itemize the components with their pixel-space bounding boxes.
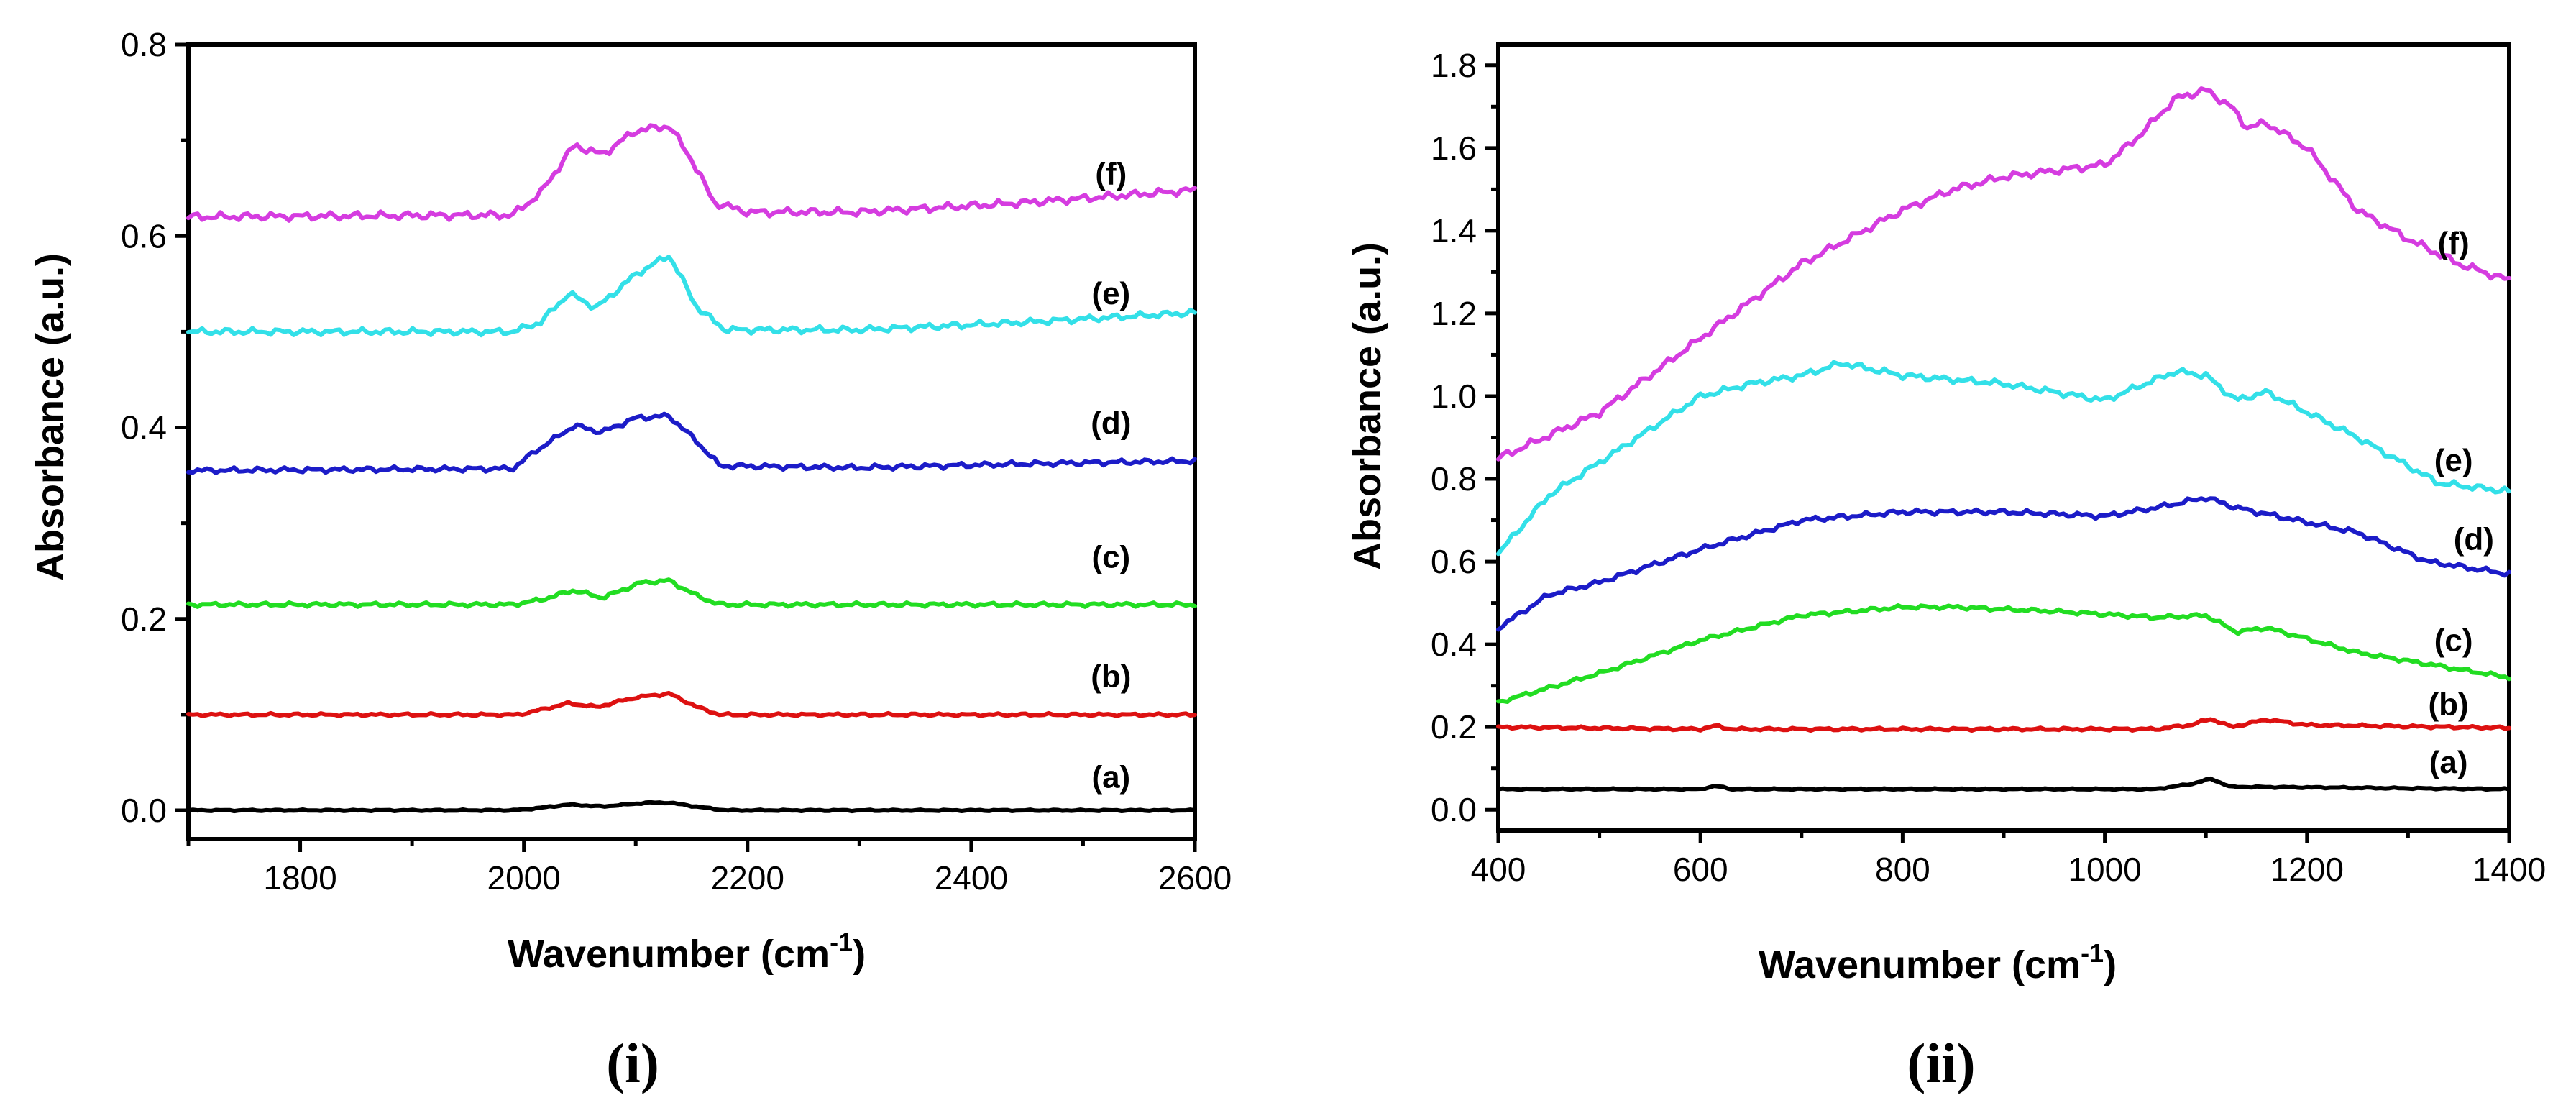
panel-ii-series-d-label: (d) [2454, 521, 2494, 557]
panel-i: 1800 2000 2200 2400 2600 0.0 0.2 0.4 0.6 0.8 (a) (b… [29, 26, 1232, 1094]
panel-i-series-a-label: (a) [1091, 759, 1130, 795]
panel-ii-y-tick-label: 0.4 [1431, 626, 1477, 663]
panel-ii-y-axis-title: Absorbance (a.u.) [1346, 242, 1389, 570]
panel-ii-y-tick-label: 1.0 [1431, 377, 1477, 415]
panel-ii-x-tick-label: 1200 [2270, 851, 2344, 888]
panel-ii-x-axis-title: Wavenumber (cm-1) [1759, 938, 2117, 986]
panel-ii-y-tick-label: 1.8 [1431, 47, 1477, 84]
panel-i-series-a-line [186, 800, 1197, 814]
panel-ii-series-e-line [1496, 360, 2511, 557]
panel-ii-caption: (ii) [1907, 1032, 1975, 1094]
panel-i-series-f-label: (f) [1095, 157, 1127, 192]
panel-ii-x-tick-label: 1000 [2068, 851, 2141, 888]
panel-i-series-b-label: (b) [1091, 659, 1131, 695]
panel-i-x-tick-label: 2000 [487, 859, 560, 897]
panel-ii-x-tick-label: 600 [1673, 851, 1728, 888]
panel-ii-x-tick-label: 1400 [2472, 851, 2546, 888]
panel-i-axes-frame [186, 42, 1197, 841]
panel-i-series-e-label: (e) [1091, 276, 1130, 311]
panel-i-y-tick-label: 0.0 [121, 792, 167, 829]
panel-i-x-axis-title: Wavenumber (cm-1) [508, 928, 866, 976]
panel-ii-y-tick-label: 1.2 [1431, 295, 1477, 332]
panel-ii-series-a-line [1496, 776, 2511, 792]
panel-i-x-tick-label: 2400 [935, 859, 1008, 897]
panel-i-series-d-label: (d) [1091, 406, 1131, 441]
panel-ii-series-f-line [1496, 86, 2511, 462]
panel-i-x-tick-label: 2600 [1158, 859, 1232, 897]
panel-i-x-tick-label: 1800 [263, 859, 336, 897]
panel-ii: 400 600 800 1000 1200 1400 0.0 0.2 0.4 0.6 0.8 1.0 1… [1346, 42, 2546, 1094]
panel-ii-x-tick-label: 400 [1471, 851, 1526, 888]
panel-ii-series-b-label: (b) [2429, 687, 2469, 723]
panel-i-series-d-line [186, 411, 1197, 475]
panel-i-plot-area: 1800 2000 2200 2400 2600 0.0 0.2 0.4 0.6 0.8 (a) (b… [121, 26, 1232, 897]
panel-i-x-tick-label: 2200 [711, 859, 784, 897]
panel-ii-series-d-line [1496, 496, 2511, 632]
panel-ii-series-b-line [1496, 717, 2511, 733]
panel-i-y-tick-label: 0.8 [121, 26, 167, 63]
panel-ii-y-tick-label: 0.6 [1431, 543, 1477, 580]
panel-ii-y-tick-label: 0.2 [1431, 708, 1477, 746]
panel-ii-series-c-label: (c) [2434, 623, 2473, 658]
panel-i-series-b-line [186, 690, 1197, 718]
panel-ii-y-tick-label: 0.0 [1431, 791, 1477, 828]
panel-ii-series-e-label: (e) [2434, 443, 2473, 478]
panel-ii-series-f-label: (f) [2438, 226, 2470, 261]
panel-i-y-tick-label: 0.2 [121, 600, 167, 638]
panel-ii-series-a-label: (a) [2429, 745, 2468, 780]
panel-ii-plot-area: 400 600 800 1000 1200 1400 0.0 0.2 0.4 0.6 0.8 1.0 1… [1431, 42, 2546, 888]
panel-ii-y-tick-label: 1.6 [1431, 129, 1477, 167]
panel-i-series-c-line [186, 577, 1197, 609]
panel-i-series-c-label: (c) [1091, 539, 1130, 574]
panel-i-series-f-line [186, 123, 1197, 223]
panel-i-caption: (i) [606, 1032, 659, 1094]
panel-i-y-tick-label: 0.4 [121, 409, 167, 447]
panel-ii-y-tick-label: 1.4 [1431, 212, 1477, 249]
panel-ii-x-tick-label: 800 [1875, 851, 1930, 888]
panel-i-y-tick-label: 0.6 [121, 217, 167, 255]
panel-ii-series-c-line [1496, 603, 2511, 704]
panel-i-series-e-line [186, 255, 1197, 338]
panel-ii-y-tick-label: 0.8 [1431, 460, 1477, 498]
panel-i-y-axis-title: Absorbance (a.u.) [29, 253, 72, 581]
